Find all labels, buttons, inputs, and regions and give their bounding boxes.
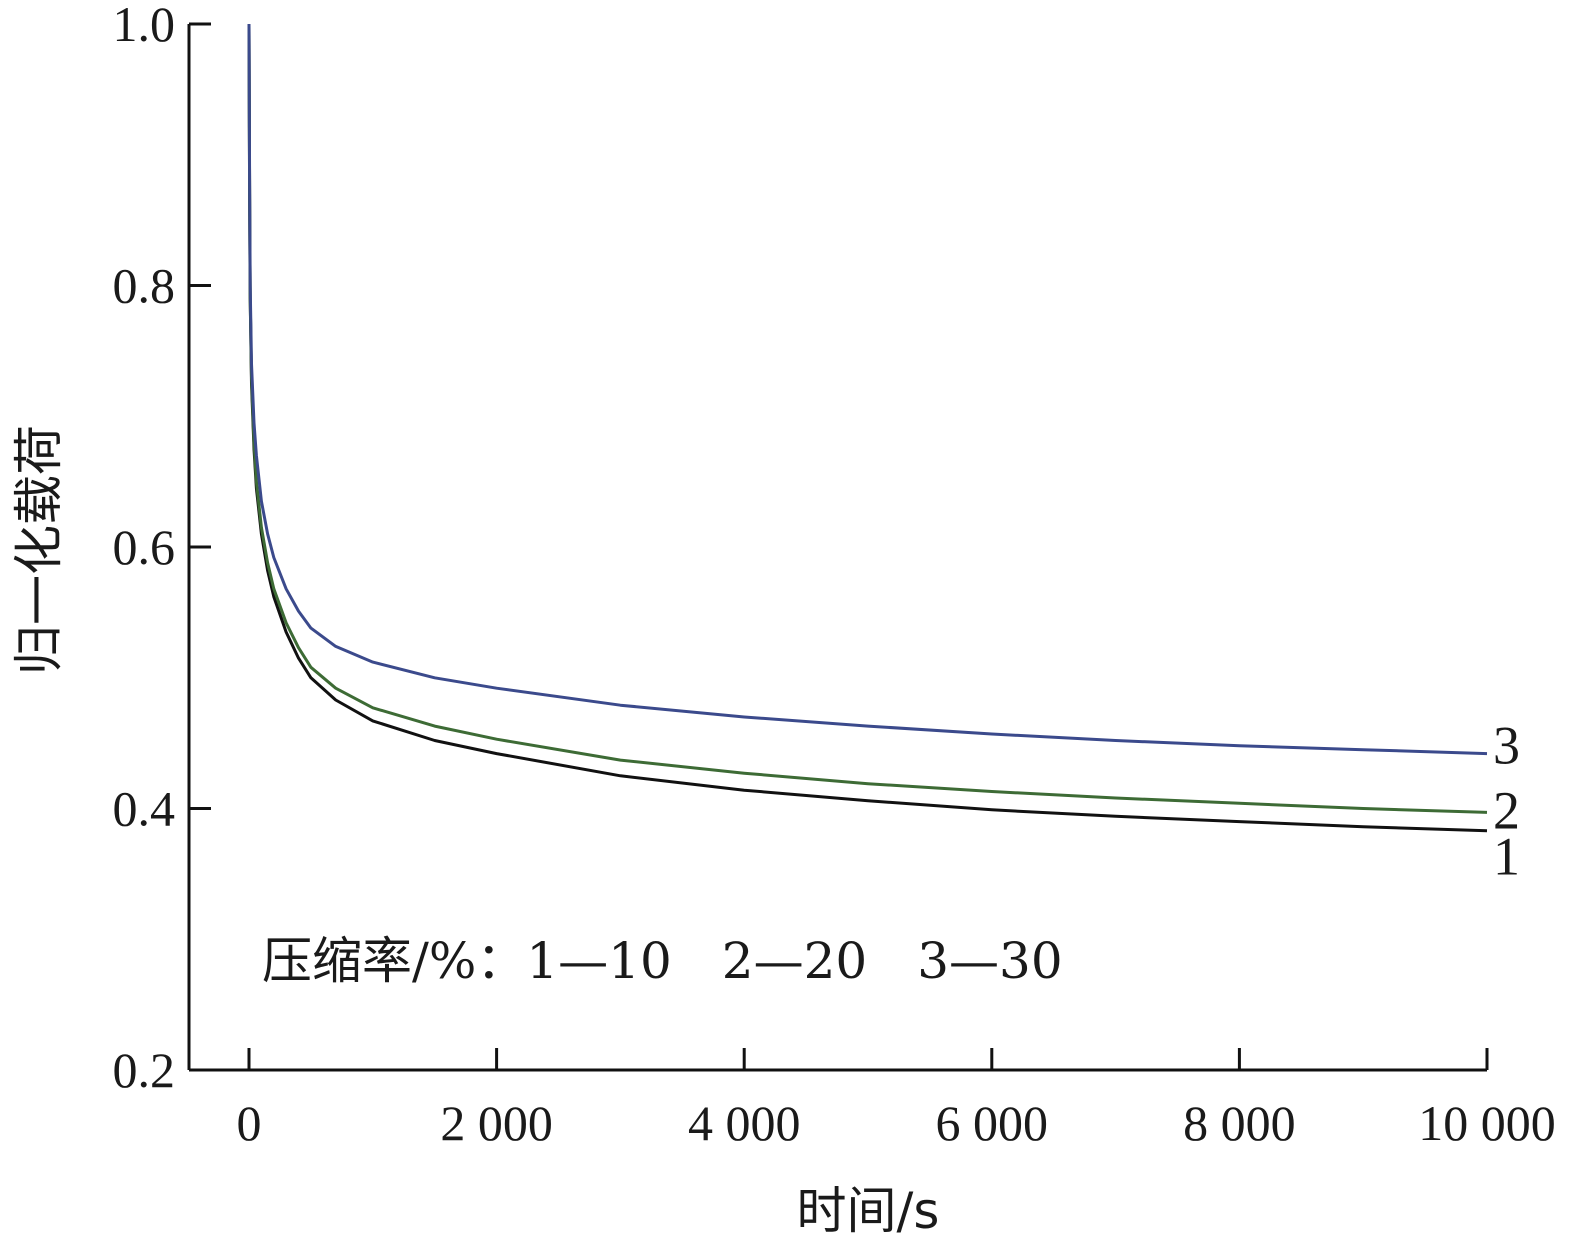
- y-tick-label: 0.4: [113, 781, 176, 837]
- series-line-1: [247, 23, 1488, 833]
- y-tick-label: 1.0: [113, 0, 176, 52]
- x-tick-label: 0: [237, 1095, 262, 1151]
- y-axis-title: 归一化载荷: [10, 425, 68, 675]
- x-tick-label: 4 000: [688, 1095, 801, 1151]
- series-line-2: [247, 23, 1488, 814]
- x-tick-label: 2 000: [440, 1095, 553, 1151]
- series-label-3: 3: [1493, 716, 1520, 776]
- axes: [187, 24, 1487, 1072]
- x-tick-label: 6 000: [936, 1095, 1049, 1151]
- y-tick-label: 0.2: [113, 1042, 176, 1098]
- ticks: 0.2 0.4 0.6 0.8 1.0 0 2 000 4 000 6 000 8 000 10 0…: [113, 0, 1556, 1151]
- x-axis-title: 时间/s: [797, 1182, 940, 1240]
- legend-annotation: 压缩率/%：1—10 2—20 3—30: [262, 932, 1063, 990]
- series-label-2: 2: [1493, 780, 1520, 840]
- x-tick-label: 10 000: [1418, 1095, 1556, 1151]
- x-tick-label: 8 000: [1183, 1095, 1296, 1151]
- y-tick-label: 0.8: [113, 258, 176, 314]
- y-tick-label: 0.6: [113, 519, 176, 575]
- series-line-3: [247, 23, 1488, 756]
- series-label-1: 1: [1493, 827, 1520, 887]
- end-labels: 123: [1493, 716, 1520, 887]
- series-group: [247, 23, 1488, 833]
